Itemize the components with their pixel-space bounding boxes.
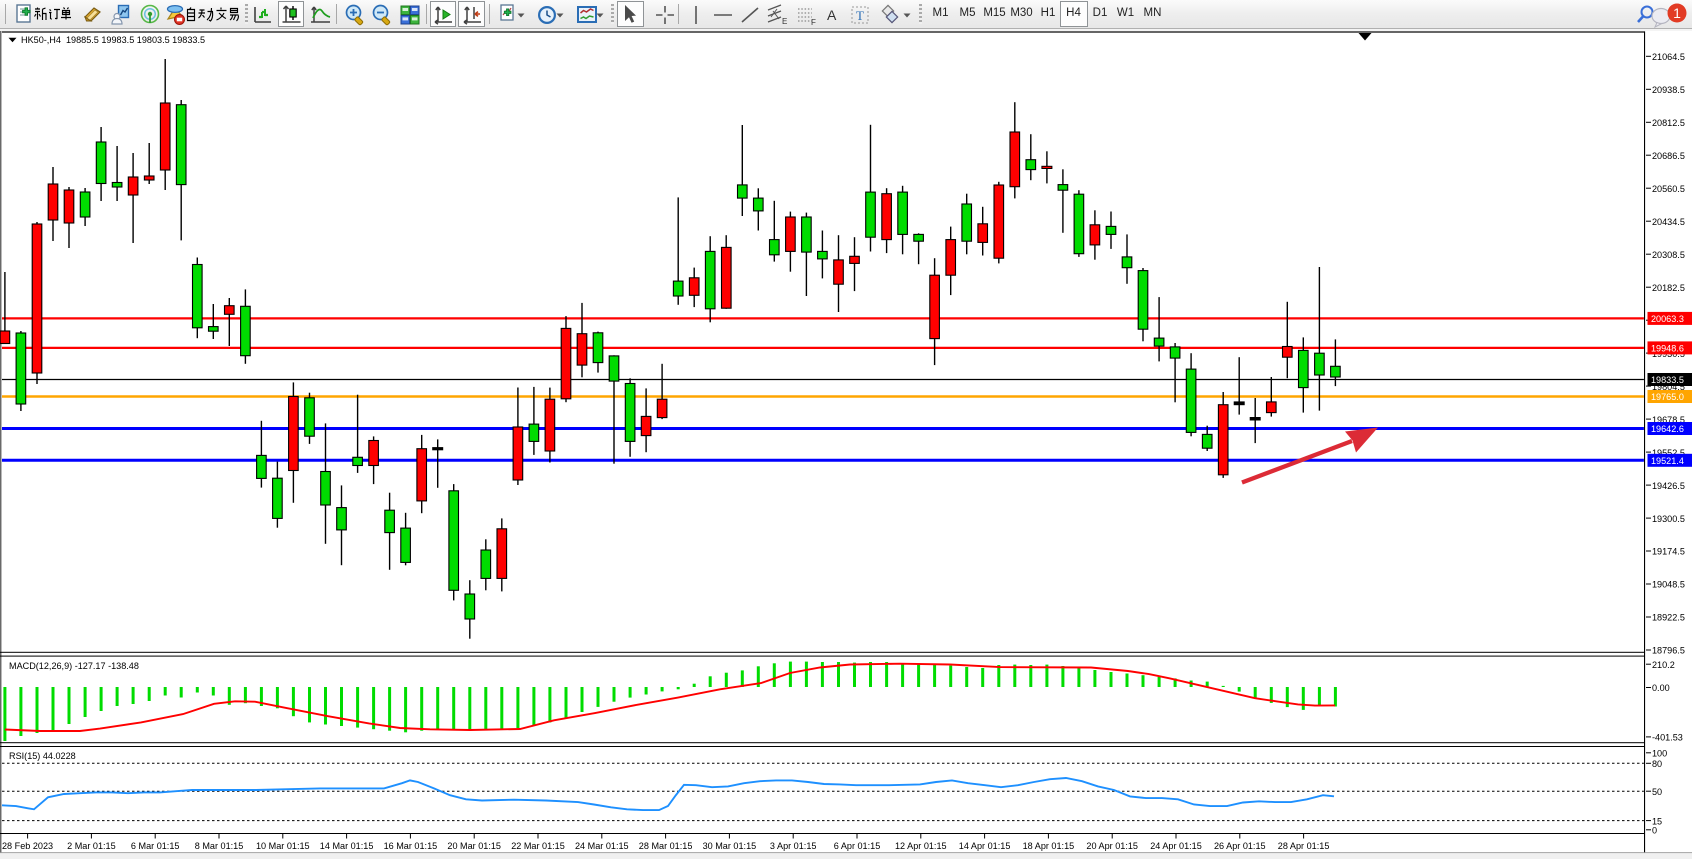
svg-text:100: 100 [1652, 749, 1667, 759]
svg-text:28 Mar 01:15: 28 Mar 01:15 [639, 841, 693, 851]
svg-text:19765.0: 19765.0 [1651, 392, 1684, 402]
svg-text:F: F [811, 18, 816, 27]
svg-text:-401.53: -401.53 [1652, 733, 1683, 743]
svg-text:20063.3: 20063.3 [1651, 314, 1684, 324]
svg-text:12 Apr 01:15: 12 Apr 01:15 [895, 841, 947, 851]
svg-text:MACD(12,26,9) -127.17 -138.48: MACD(12,26,9) -127.17 -138.48 [9, 661, 139, 671]
svg-text:14 Apr 01:15: 14 Apr 01:15 [959, 841, 1011, 851]
svg-text:20308.5: 20308.5 [1652, 250, 1685, 260]
svg-text:20812.5: 20812.5 [1652, 118, 1685, 128]
svg-text:19642.6: 19642.6 [1651, 424, 1684, 434]
svg-text:0: 0 [1652, 826, 1657, 836]
svg-text:RSI(15) 44.0228: RSI(15) 44.0228 [9, 751, 76, 761]
svg-text:30 Mar 01:15: 30 Mar 01:15 [703, 841, 757, 851]
svg-text:210.2: 210.2 [1652, 660, 1675, 670]
svg-text:T: T [856, 8, 864, 23]
svg-text:2 Mar 01:15: 2 Mar 01:15 [67, 841, 116, 851]
svg-text:20686.5: 20686.5 [1652, 151, 1685, 161]
svg-text:19300.5: 19300.5 [1652, 514, 1685, 524]
svg-text:80: 80 [1652, 759, 1662, 769]
svg-text:1: 1 [1673, 5, 1681, 21]
svg-text:15: 15 [1652, 816, 1662, 826]
svg-text:19678.5: 19678.5 [1652, 415, 1685, 425]
svg-text:19948.6: 19948.6 [1651, 344, 1684, 354]
svg-text:8 Mar 01:15: 8 Mar 01:15 [195, 841, 244, 851]
svg-text:18922.5: 18922.5 [1652, 613, 1685, 623]
svg-text:24 Mar 01:15: 24 Mar 01:15 [575, 841, 629, 851]
svg-text:28 Feb 2023: 28 Feb 2023 [2, 841, 53, 851]
svg-text:3 Apr 01:15: 3 Apr 01:15 [770, 841, 817, 851]
svg-text:50: 50 [1652, 787, 1662, 797]
svg-text:26 Apr 01:15: 26 Apr 01:15 [1214, 841, 1266, 851]
svg-text:0.00: 0.00 [1652, 683, 1670, 693]
svg-text:6 Mar 01:15: 6 Mar 01:15 [131, 841, 180, 851]
svg-text:16 Mar 01:15: 16 Mar 01:15 [384, 841, 438, 851]
svg-text:19552.5: 19552.5 [1652, 448, 1685, 458]
svg-text:19804.5: 19804.5 [1652, 382, 1685, 392]
svg-text:19174.5: 19174.5 [1652, 547, 1685, 557]
svg-text:21064.5: 21064.5 [1652, 52, 1685, 62]
svg-text:A: A [827, 7, 837, 23]
svg-text:18796.5: 18796.5 [1652, 646, 1685, 656]
svg-text:28 Apr 01:15: 28 Apr 01:15 [1278, 841, 1330, 851]
svg-text:HK50-,H4 19885.5 19983.5 1980: HK50-,H4 19885.5 19983.5 19803.5 19833.5 [21, 35, 205, 45]
svg-text:22 Mar 01:15: 22 Mar 01:15 [511, 841, 565, 851]
svg-text:20 Apr 01:15: 20 Apr 01:15 [1086, 841, 1138, 851]
svg-text:10 Mar 01:15: 10 Mar 01:15 [256, 841, 310, 851]
svg-text:19521.4: 19521.4 [1651, 456, 1684, 466]
svg-text:20434.5: 20434.5 [1652, 217, 1685, 227]
svg-text:20 Mar 01:15: 20 Mar 01:15 [447, 841, 501, 851]
svg-text:20182.5: 20182.5 [1652, 283, 1685, 293]
svg-text:19833.5: 19833.5 [1651, 375, 1684, 385]
svg-text:20938.5: 20938.5 [1652, 85, 1685, 95]
svg-text:19048.5: 19048.5 [1652, 580, 1685, 590]
svg-text:19426.5: 19426.5 [1652, 481, 1685, 491]
svg-text:E: E [782, 17, 787, 26]
svg-text:20560.5: 20560.5 [1652, 184, 1685, 194]
svg-text:24 Apr 01:15: 24 Apr 01:15 [1150, 841, 1202, 851]
svg-text:6 Apr 01:15: 6 Apr 01:15 [834, 841, 881, 851]
svg-text:14 Mar 01:15: 14 Mar 01:15 [320, 841, 374, 851]
svg-text:18 Apr 01:15: 18 Apr 01:15 [1023, 841, 1075, 851]
